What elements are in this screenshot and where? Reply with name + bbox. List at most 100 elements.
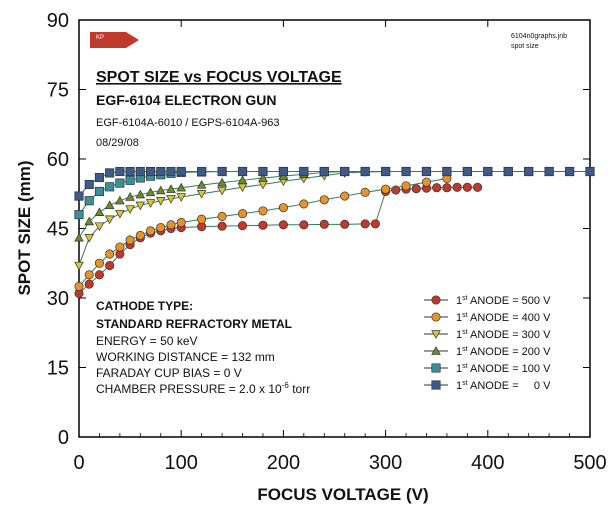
legend-superscript: st: [462, 363, 468, 370]
data-point: [125, 235, 135, 245]
chamber-pressure-main: CHAMBER PRESSURE = 2.0 x 10: [96, 382, 282, 396]
x-tick-label: 200: [267, 452, 300, 474]
data-point: [319, 219, 329, 229]
data-point: [84, 196, 94, 206]
data-point: [176, 182, 186, 192]
legend-superscript: st: [462, 329, 468, 336]
data-point: [145, 187, 156, 197]
data-point: [483, 166, 493, 177]
data-point: [115, 178, 125, 188]
legend-marker: [431, 312, 441, 322]
axis-ticks: 0 100 200 300 400 500 0 15 30 45 60 75 90: [47, 10, 607, 474]
data-point: [258, 173, 268, 182]
series-0: [74, 182, 483, 298]
chamber-pressure-text: CHAMBER PRESSURE = 2.0 x 10-6 torr: [96, 381, 310, 396]
data-point: [115, 242, 125, 252]
data-point: [176, 217, 186, 228]
data-point: [401, 166, 411, 177]
chart-date: 08/29/08: [96, 137, 139, 149]
working-distance-text: WORKING DISTANCE = 132 mm: [96, 350, 275, 364]
data-point: [115, 166, 125, 177]
data-point: [217, 177, 227, 187]
data-point: [104, 200, 115, 210]
legend: 1st ANODE = 500 V 1st ANODE = 400 V 1st AN…: [424, 295, 551, 392]
data-point: [258, 220, 268, 230]
legend-superscript: st: [462, 312, 468, 319]
data-point: [176, 193, 186, 202]
data-point: [135, 189, 146, 199]
kp-logo-text: KP: [96, 35, 104, 41]
data-point: [524, 166, 534, 177]
data-point: [258, 166, 268, 177]
data-point: [360, 187, 370, 197]
legend-series-name: ANODE = 200 V: [468, 346, 552, 358]
data-point: [340, 166, 350, 177]
data-point: [94, 270, 104, 280]
x-tick-label: 500: [573, 452, 606, 474]
data-point: [166, 195, 176, 204]
data-point: [462, 182, 472, 192]
legend-marker: [431, 346, 441, 355]
data-point: [74, 210, 84, 220]
legend-label: 1st ANODE = 0 V: [456, 380, 551, 392]
data-point: [503, 166, 513, 177]
data-point: [217, 211, 227, 222]
legend-superscript: st: [462, 380, 468, 387]
data-point: [105, 168, 115, 178]
y-tick-label: 15: [47, 358, 69, 380]
faraday-cup-bias-text: FARADAY CUP BIAS = 0 V: [96, 366, 242, 380]
cathode-type-label: CATHODE TYPE:: [96, 299, 193, 313]
data-point: [84, 216, 95, 226]
data-point: [125, 175, 135, 185]
legend-item: 1st ANODE = 0 V: [424, 380, 551, 392]
data-point: [105, 249, 115, 259]
legend-item: 1st ANODE = 400 V: [424, 312, 551, 324]
data-point: [145, 226, 156, 236]
chart-title: SPOT SIZE vs FOCUS VOLTAGE: [96, 69, 342, 86]
data-point: [237, 175, 248, 185]
legend-series-name: ANODE = 400 V: [468, 312, 552, 324]
data-point: [156, 223, 166, 233]
data-point: [74, 281, 84, 291]
data-point: [299, 199, 309, 209]
file-note-line2: spot size: [511, 43, 539, 50]
data-point: [105, 261, 115, 271]
legend-superscript: st: [462, 346, 468, 353]
data-point: [145, 166, 156, 177]
data-point: [278, 166, 288, 177]
y-tick-label: 60: [47, 149, 69, 171]
data-point: [197, 166, 207, 177]
data-point: [237, 166, 248, 177]
chamber-pressure-unit: torr: [289, 382, 310, 396]
data-point: [432, 183, 442, 193]
data-point: [176, 166, 186, 177]
legend-item: 1st ANODE = 100 V: [424, 363, 551, 375]
data-point: [74, 232, 84, 242]
data-point: [94, 222, 105, 232]
series-layer: [74, 166, 595, 298]
legend-label: 1st ANODE = 400 V: [456, 312, 551, 324]
legend-label: 1st ANODE = 200 V: [456, 346, 551, 358]
data-point: [135, 230, 145, 240]
data-point: [258, 206, 268, 216]
energy-text: ENERGY = 50 keV: [96, 334, 198, 348]
data-point: [94, 207, 105, 216]
data-point: [155, 196, 166, 206]
legend-marker: [431, 380, 441, 390]
data-point: [196, 190, 207, 199]
kp-logo: KP: [90, 32, 139, 48]
legend-item: 1st ANODE = 500 V: [424, 295, 551, 307]
data-point: [340, 219, 350, 229]
data-point: [94, 258, 104, 268]
data-point: [340, 191, 350, 201]
data-point: [94, 186, 104, 196]
data-point: [319, 195, 329, 205]
chamber-pressure-exponent: -6: [282, 381, 290, 390]
legend-marker: [431, 363, 441, 373]
legend-series-name: ANODE = 0 V: [468, 380, 552, 392]
data-point: [125, 192, 135, 201]
data-point: [585, 166, 595, 177]
data-point: [544, 166, 554, 177]
legend-label: 1st ANODE = 300 V: [456, 329, 551, 341]
data-point: [442, 166, 452, 177]
